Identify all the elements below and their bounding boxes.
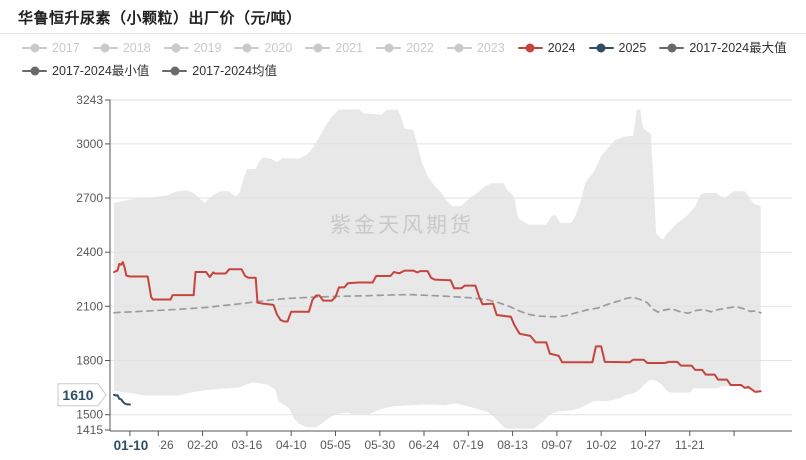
y-axis-label: 3000 [76, 137, 103, 151]
legend-item-2021[interactable]: 2021 [305, 42, 363, 55]
legend-item-2017-2024均值[interactable]: 2017-2024均值 [162, 65, 277, 78]
legend-label: 2021 [335, 40, 364, 55]
axes [105, 99, 792, 436]
legend-label: 2018 [122, 40, 151, 55]
legend-label: 2022 [406, 40, 434, 55]
x-axis-label: 11-21 [675, 438, 705, 452]
chart-legend: 2017 2018 2019 2020 2021 2022 2023 2024 2025 2017… [22, 37, 800, 82]
x-axis-label: 07-19 [453, 438, 484, 452]
legend-item-2017-2024最大值[interactable]: 2017-2024最大值 [659, 40, 787, 55]
y-axis-label: 1800 [76, 354, 103, 368]
y-axis-label: 1415 [76, 423, 103, 437]
x-axis-label: 10-27 [630, 438, 661, 452]
svg-text:1610: 1610 [62, 387, 93, 403]
legend-marker-icon [305, 43, 331, 53]
title-divider [0, 33, 806, 34]
legend-label: 2019 [193, 40, 222, 55]
legend-row: 2017-2024最小值 2017-2024均值 [22, 60, 800, 82]
legend-row: 2017 2018 2019 2020 2021 2022 2023 2024 2025 2017… [22, 37, 800, 59]
highlighted-x-label-bg [102, 436, 159, 454]
current-date-label: 01-10 [114, 438, 149, 453]
x-axis-label: 04-10 [276, 438, 307, 452]
legend-item-2020[interactable]: 2020 [234, 42, 292, 55]
series-line-2017-2024均值 [113, 293, 762, 318]
legend-item-2022[interactable]: 2022 [376, 42, 434, 55]
legend-item-2017-2024最小值[interactable]: 2017-2024最小值 [22, 65, 149, 78]
x-axis-label: 05-05 [320, 438, 351, 452]
x-axis-label: 10-02 [586, 438, 617, 452]
y-axis-label: 2700 [76, 191, 103, 205]
legend-marker-icon [162, 66, 188, 76]
legend-label: 2017-2024均值 [192, 63, 278, 78]
legend-item-2024[interactable]: 2024 [517, 40, 576, 55]
legend-item-2025[interactable]: 2025 [588, 40, 647, 55]
min-max-band [114, 109, 761, 429]
legend-item-2017[interactable]: 2017 [22, 42, 80, 55]
x-axis-label: 09-07 [542, 438, 573, 452]
legend-item-2018[interactable]: 2018 [92, 40, 151, 55]
legend-label: 2020 [264, 40, 293, 55]
legend-marker-icon [163, 43, 189, 53]
x-axis-label: 05-30 [364, 438, 395, 452]
legend-marker-icon [517, 43, 543, 53]
legend-label: 2023 [476, 40, 505, 55]
y-axis-label: 2400 [76, 245, 103, 259]
legend-marker-icon [22, 43, 47, 53]
x-axis-label: 08-13 [497, 438, 528, 452]
legend-label: 2017 [52, 40, 80, 55]
legend-label: 2017-2024最小值 [52, 63, 150, 78]
legend-item-2023[interactable]: 2023 [446, 40, 505, 55]
y-axis-label: 3243 [76, 93, 103, 107]
legend-marker-icon [588, 43, 614, 53]
legend-marker-icon [234, 43, 260, 53]
series-line-2024 [113, 261, 762, 393]
legend-label: 2025 [618, 40, 647, 55]
last-value-badge: 1610 [57, 383, 107, 407]
chart-title: 华鲁恒升尿素（小颗粒）出厂价（元/吨） [18, 10, 302, 27]
legend-marker-icon [92, 43, 118, 53]
legend-label: 2017-2024最大值 [689, 40, 787, 55]
legend-marker-icon [22, 66, 47, 76]
x-axis-label: 02-20 [187, 438, 218, 452]
y-axis-label: 2100 [76, 299, 103, 313]
x-axis-label: 03-16 [232, 438, 263, 452]
y-axis-label: 1500 [76, 408, 103, 422]
legend-item-2019[interactable]: 2019 [163, 40, 222, 55]
legend-marker-icon [659, 43, 685, 53]
legend-marker-icon [446, 43, 472, 53]
legend-label: 2024 [547, 40, 576, 55]
watermark: 紫金天风期货 [330, 214, 474, 237]
x-axis-label: 06-24 [409, 438, 440, 452]
series-line-2025 [113, 393, 131, 406]
legend-marker-icon [376, 43, 402, 53]
